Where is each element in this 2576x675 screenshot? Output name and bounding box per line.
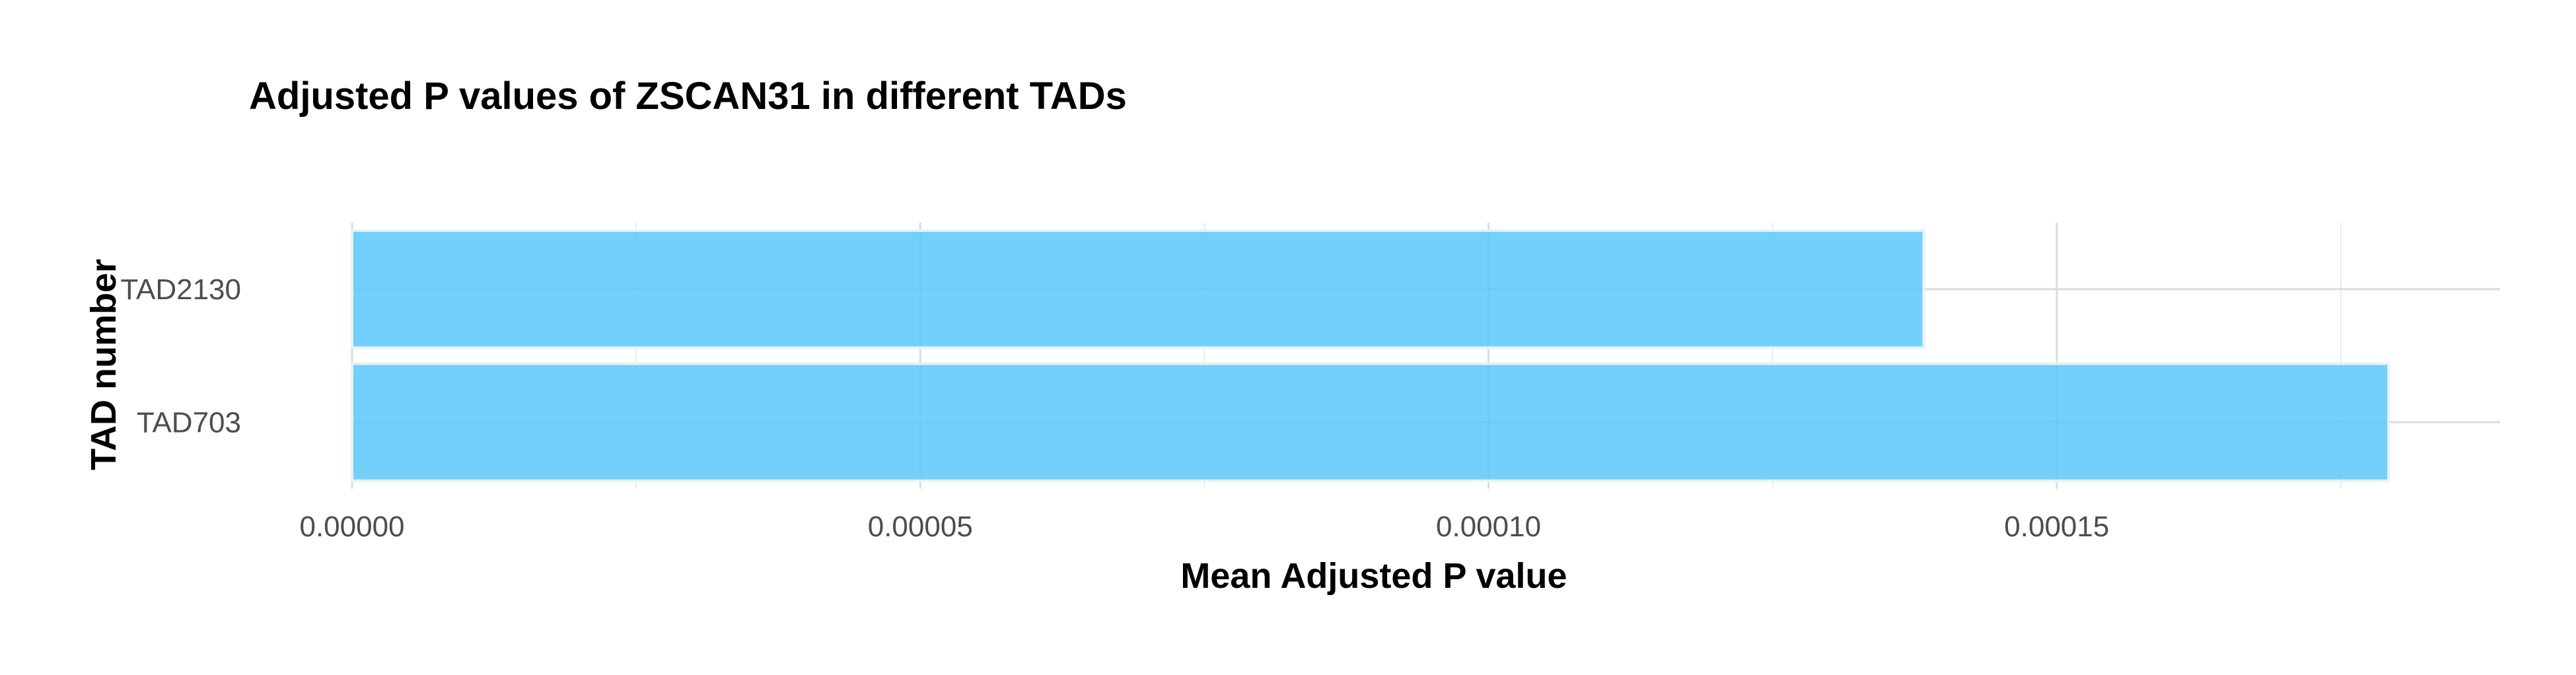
y-axis-ticks: TAD2130 TAD703	[120, 273, 241, 439]
x-tick-label: 0.00015	[2004, 511, 2109, 543]
bar-tad2130	[351, 229, 1925, 349]
chart-title: Adjusted P values of ZSCAN31 in differen…	[249, 75, 1127, 118]
bar-tad703	[351, 362, 2390, 482]
x-tick-label: 0.00010	[1436, 511, 1541, 543]
y-tick-label: TAD703	[137, 406, 241, 439]
x-tick-label: 0.00000	[299, 511, 404, 543]
bars	[351, 229, 2390, 482]
x-axis-ticks: 0.00000 0.00005 0.00010 0.00015	[299, 511, 2109, 543]
y-tick-label: TAD2130	[120, 273, 241, 306]
x-tick-label: 0.00005	[868, 511, 973, 543]
y-axis-title: TAD number	[84, 259, 124, 470]
x-axis-title: Mean Adjusted P value	[1180, 556, 1567, 596]
